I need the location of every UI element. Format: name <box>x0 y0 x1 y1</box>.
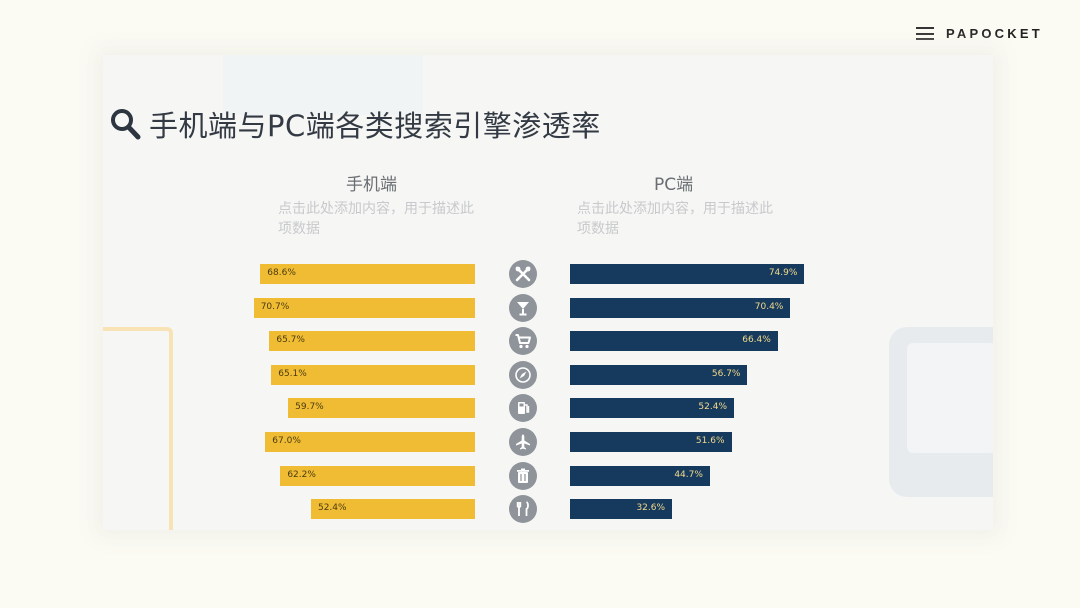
mobile-bar-label: 62.2% <box>287 469 316 480</box>
shopping-cart-icon <box>509 327 537 356</box>
menu-icon[interactable] <box>916 27 934 40</box>
compass-icon <box>509 360 537 389</box>
mobile-bar <box>260 264 475 284</box>
airplane-icon <box>509 428 537 456</box>
restaurant-icon <box>509 495 537 524</box>
pc-bar <box>570 297 791 318</box>
mobile-bar-label: 65.1% <box>278 368 307 379</box>
pc-bar-label: 56.7% <box>711 368 741 379</box>
trash-icon <box>509 461 537 490</box>
tools-icon <box>509 260 537 288</box>
mobile-bar-label: 59.7% <box>295 402 324 413</box>
pc-bar-label: 44.7% <box>674 469 703 480</box>
pc-bar-label: 66.4% <box>742 335 771 346</box>
mobile-bar <box>288 398 475 419</box>
pc-bar-label: 74.9% <box>768 268 798 278</box>
background-decoration <box>223 55 423 115</box>
pc-bar <box>570 499 673 520</box>
pc-bar-label: 32.6% <box>636 503 666 514</box>
mobile-bar-label: 52.4% <box>317 503 347 514</box>
pc-bar <box>570 264 805 284</box>
pc-series-description: 点击此处添加内容，用于描述此项数据 <box>577 201 773 237</box>
pc-bar-label: 52.4% <box>698 402 727 413</box>
pc-bar <box>570 432 732 452</box>
pc-bar <box>570 364 748 385</box>
mobile-bar-label: 70.7% <box>260 301 290 312</box>
cocktail-icon <box>509 293 537 322</box>
pc-series-title: PC端 <box>654 175 694 195</box>
pc-bar <box>570 465 710 486</box>
mobile-bar-label: 67.0% <box>272 436 301 446</box>
mobile-series-description: 点击此处添加内容，用于描述此项数据 <box>278 201 474 237</box>
mobile-bar <box>310 499 475 520</box>
mobile-bar <box>271 364 475 385</box>
background-decoration <box>889 327 993 497</box>
mobile-series-title: 手机端 <box>346 175 397 195</box>
brand-name: PAPOCKET <box>946 26 1043 41</box>
pc-bar-label: 51.6% <box>695 436 725 446</box>
slide-title: 手机端与PC端各类搜索引擎渗透率 <box>149 109 601 143</box>
pc-bar-label: 70.4% <box>754 301 784 312</box>
pc-bar <box>570 331 778 352</box>
fuel-icon <box>509 394 537 423</box>
search-icon <box>111 109 141 140</box>
mobile-bar <box>280 465 475 486</box>
slide-card: 手机端与PC端各类搜索引擎渗透率 手机端点击此处添加内容，用于描述此项数据 PC端… <box>103 55 993 530</box>
mobile-bar <box>253 297 475 318</box>
mobile-bar-label: 68.6% <box>267 268 296 278</box>
pc-bar <box>570 398 734 419</box>
background-decoration <box>103 327 173 530</box>
mobile-bar <box>265 432 475 452</box>
mobile-bar <box>269 331 475 352</box>
mobile-bar-label: 65.7% <box>276 335 305 346</box>
brand: PAPOCKET <box>916 26 1043 41</box>
slide-header: 手机端与PC端各类搜索引擎渗透率 <box>109 103 601 145</box>
